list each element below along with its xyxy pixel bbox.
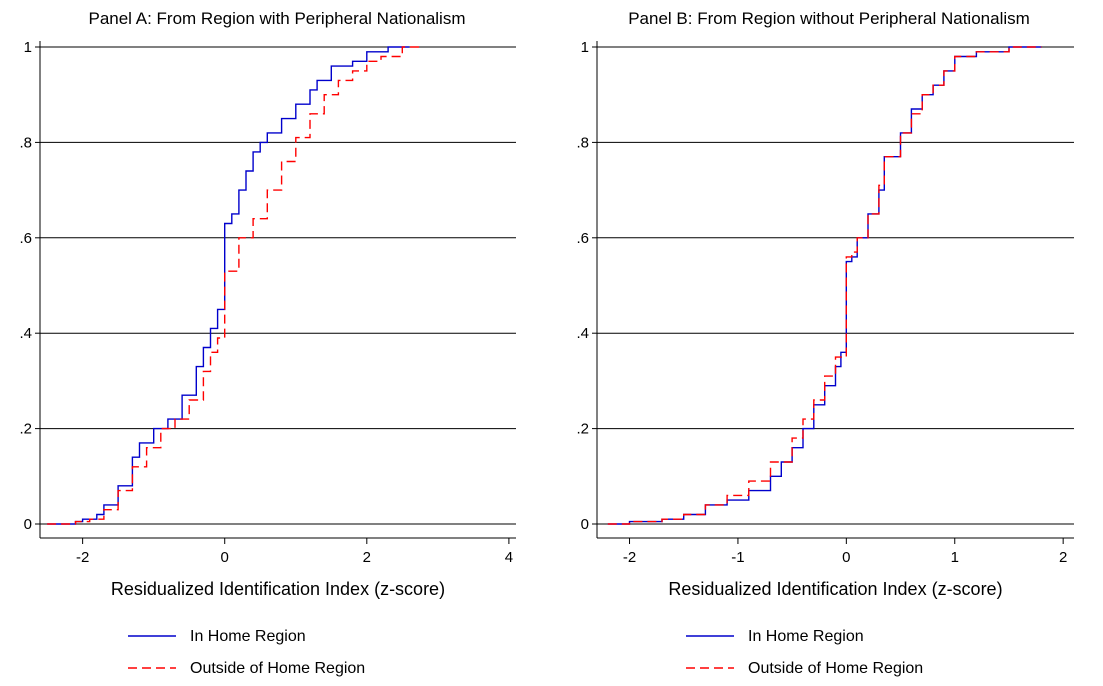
x-tick-label: 4	[505, 549, 513, 566]
y-tick-label: 0	[581, 516, 589, 533]
legend-label: In Home Region	[748, 628, 864, 645]
series-line-in-home-region	[607, 46, 1042, 525]
series-line-outside-home-region	[607, 46, 1042, 525]
x-tick-label: 0	[221, 549, 229, 566]
y-tick-label: 0	[24, 516, 32, 533]
y-tick-label: .4	[576, 325, 589, 342]
y-tick-label: 1	[24, 39, 32, 56]
x-axis-label: Residualized Identification Index (z-sco…	[668, 579, 1002, 599]
x-tick-label: -1	[731, 549, 744, 566]
x-tick-label: 0	[842, 549, 850, 566]
chart-title: Panel B: From Region without Peripheral …	[628, 9, 1030, 28]
x-tick-label: -2	[76, 549, 89, 566]
legend-label: Outside of Home Region	[190, 660, 365, 677]
series-line-outside-home-region	[47, 46, 424, 525]
x-tick-label: 1	[951, 549, 959, 566]
x-tick-label: 2	[1059, 549, 1067, 566]
series-line-in-home-region	[47, 46, 410, 525]
y-tick-label: .6	[19, 230, 32, 247]
y-tick-label: .4	[19, 325, 32, 342]
panel-b: Panel B: From Region without Peripheral …	[576, 9, 1074, 677]
chart-title: Panel A: From Region with Peripheral Nat…	[88, 9, 465, 28]
legend-label: In Home Region	[190, 628, 306, 645]
x-tick-label: -2	[623, 549, 636, 566]
x-axis-label: Residualized Identification Index (z-sco…	[111, 579, 445, 599]
panel-a: Panel A: From Region with Peripheral Nat…	[19, 9, 516, 677]
legend-label: Outside of Home Region	[748, 660, 923, 677]
x-tick-label: 2	[363, 549, 371, 566]
y-tick-label: .8	[576, 134, 589, 151]
y-tick-label: 1	[581, 39, 589, 56]
y-tick-label: .2	[19, 421, 32, 438]
y-tick-label: .6	[576, 230, 589, 247]
y-tick-label: .8	[19, 134, 32, 151]
y-tick-label: .2	[576, 421, 589, 438]
